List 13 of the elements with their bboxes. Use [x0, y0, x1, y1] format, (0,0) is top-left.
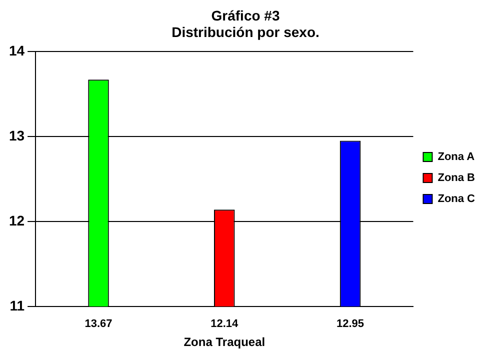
legend-label: Zona C [438, 193, 476, 206]
chart-subtitle: Distribución por sexo. [172, 24, 320, 40]
y-tick-label: 13 [8, 127, 25, 144]
x-tick-label: 12.95 [336, 318, 364, 330]
chart-title: Gráfico #3 [211, 7, 280, 24]
y-tick-label: 14 [8, 42, 25, 58]
x-axis-title: Zona Traqueal [184, 335, 266, 350]
x-tick-label: 12.14 [210, 318, 240, 330]
legend-label: Zona A [438, 151, 475, 164]
x-tick-label: 13.67 [84, 318, 112, 330]
y-tick-label: 11 [10, 297, 25, 314]
legend-label: Zona B [438, 172, 476, 184]
y-tick-label: 12 [8, 212, 25, 228]
